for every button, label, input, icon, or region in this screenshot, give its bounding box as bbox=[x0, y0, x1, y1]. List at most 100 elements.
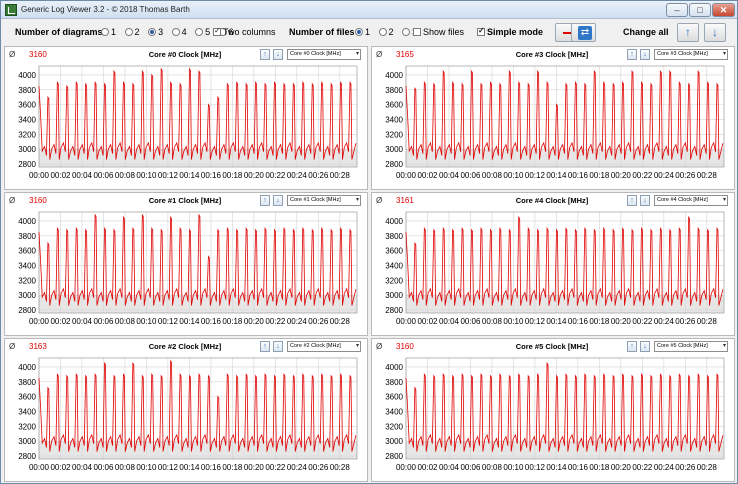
x-tick-label: 00:20 bbox=[611, 463, 632, 472]
close-button[interactable]: ✕ bbox=[712, 3, 735, 17]
y-tick-label: 3600 bbox=[18, 101, 36, 110]
series-line bbox=[38, 213, 357, 306]
move-up-all-button[interactable]: ↑ bbox=[677, 23, 699, 42]
two-columns-checkbox[interactable]: Two columns bbox=[213, 26, 276, 37]
x-tick-label: 00:16 bbox=[201, 463, 222, 472]
y-tick-label: 3000 bbox=[385, 437, 403, 446]
x-tick-label: 00:22 bbox=[632, 317, 653, 326]
move-up-button[interactable]: ↑ bbox=[627, 341, 637, 352]
x-tick-label: 00:24 bbox=[287, 317, 308, 326]
refresh-button[interactable]: ⇄ bbox=[571, 23, 596, 42]
chart-title: Core #3 Clock [MHz] bbox=[515, 50, 589, 59]
diagram-option-2[interactable]: 2 bbox=[124, 27, 140, 37]
diagram-option-1[interactable]: 1 bbox=[101, 27, 116, 37]
file-option-1[interactable]: 1 bbox=[355, 27, 370, 37]
title-bar[interactable]: Generic Log Viewer 3.2 - © 2018 Thomas B… bbox=[1, 1, 737, 19]
x-tick-label: 00:12 bbox=[525, 171, 546, 180]
x-tick-label: 00:02 bbox=[50, 317, 71, 326]
series-select[interactable]: Core #3 Clock [MHz] ▾ bbox=[654, 49, 728, 60]
x-tick-label: 00:00 bbox=[29, 317, 50, 326]
series-line bbox=[405, 215, 724, 306]
average-symbol: Ø bbox=[376, 342, 383, 351]
series-select[interactable]: Core #5 Clock [MHz] ▾ bbox=[654, 341, 728, 352]
move-down-button[interactable]: ↓ bbox=[273, 49, 283, 60]
x-tick-label: 00:08 bbox=[115, 463, 136, 472]
minimize-button[interactable]: – bbox=[666, 3, 688, 17]
move-up-button[interactable]: ↑ bbox=[260, 49, 270, 60]
x-tick-label: 00:14 bbox=[546, 317, 567, 326]
average-value: 3163 bbox=[29, 342, 47, 351]
y-tick-label: 2800 bbox=[18, 160, 36, 169]
y-tick-label: 3400 bbox=[385, 261, 403, 270]
x-tick-label: 00:16 bbox=[201, 171, 222, 180]
x-tick-label: 00:00 bbox=[29, 463, 50, 472]
move-up-button[interactable]: ↑ bbox=[260, 195, 270, 206]
y-tick-label: 3800 bbox=[385, 86, 403, 95]
move-down-button[interactable]: ↓ bbox=[273, 195, 283, 206]
x-tick-label: 00:16 bbox=[568, 171, 589, 180]
move-down-button[interactable]: ↓ bbox=[640, 195, 650, 206]
series-line bbox=[38, 359, 357, 452]
x-tick-label: 00:22 bbox=[632, 463, 653, 472]
series-select[interactable]: Core #0 Clock [MHz] ▾ bbox=[287, 49, 361, 60]
move-up-button[interactable]: ↑ bbox=[627, 195, 637, 206]
y-tick-label: 2800 bbox=[385, 160, 403, 169]
series-select[interactable]: Core #1 Clock [MHz] ▾ bbox=[287, 195, 361, 206]
move-up-button[interactable]: ↑ bbox=[627, 49, 637, 60]
x-tick-label: 00:24 bbox=[287, 171, 308, 180]
y-tick-label: 3200 bbox=[385, 422, 403, 431]
y-tick-label: 4000 bbox=[385, 71, 403, 80]
y-tick-label: 3600 bbox=[385, 247, 403, 256]
plot-frame bbox=[38, 211, 358, 314]
series-select[interactable]: Core #4 Clock [MHz] ▾ bbox=[654, 195, 728, 206]
average-value: 3160 bbox=[396, 342, 414, 351]
arrow-up-icon: ↑ bbox=[685, 25, 691, 39]
y-tick-label: 3000 bbox=[385, 291, 403, 300]
chart-panel-core2: Ø 3163 Core #2 Clock [MHz] ↑ ↓ Core #2 C… bbox=[4, 338, 368, 482]
move-down-button[interactable]: ↓ bbox=[640, 49, 650, 60]
move-up-button[interactable]: ↑ bbox=[260, 341, 270, 352]
y-tick-label: 3400 bbox=[18, 407, 36, 416]
y-tick-label: 3000 bbox=[385, 145, 403, 154]
x-tick-label: 00:24 bbox=[654, 463, 675, 472]
diagram-option-5[interactable]: 5 bbox=[195, 27, 210, 37]
chart-panel-core4: Ø 3161 Core #4 Clock [MHz] ↑ ↓ Core #4 C… bbox=[371, 192, 735, 336]
arrow-down-icon: ↓ bbox=[712, 25, 718, 39]
diagram-option-4[interactable]: 4 bbox=[171, 27, 187, 37]
x-tick-label: 00:14 bbox=[546, 463, 567, 472]
maximize-button[interactable]: □ bbox=[689, 3, 711, 17]
x-tick-label: 00:02 bbox=[417, 317, 438, 326]
x-tick-label: 00:06 bbox=[93, 317, 114, 326]
x-tick-label: 00:10 bbox=[503, 317, 524, 326]
show-files-checkbox[interactable]: Show files bbox=[413, 27, 464, 37]
x-tick-label: 00:20 bbox=[611, 171, 632, 180]
x-tick-label: 00:18 bbox=[222, 171, 243, 180]
simple-mode-checkbox[interactable]: Simple mode bbox=[477, 26, 543, 37]
diagram-option-3[interactable]: 3 bbox=[148, 27, 163, 37]
y-tick-label: 2800 bbox=[385, 452, 403, 461]
move-down-button[interactable]: ↓ bbox=[640, 341, 650, 352]
move-down-all-button[interactable]: ↓ bbox=[704, 23, 726, 42]
x-tick-label: 00:28 bbox=[697, 171, 718, 180]
plot-frame bbox=[405, 65, 725, 168]
y-tick-label: 3400 bbox=[18, 115, 36, 124]
x-tick-label: 00:26 bbox=[308, 171, 329, 180]
x-tick-label: 00:08 bbox=[482, 463, 503, 472]
x-tick-label: 00:02 bbox=[417, 171, 438, 180]
move-down-button[interactable]: ↓ bbox=[273, 341, 283, 352]
x-tick-label: 00:26 bbox=[675, 171, 696, 180]
x-tick-label: 00:04 bbox=[439, 171, 460, 180]
x-tick-label: 00:16 bbox=[201, 317, 222, 326]
series-select[interactable]: Core #2 Clock [MHz] ▾ bbox=[287, 341, 361, 352]
toolbar: Number of diagrams 1 2 3 4 5 6 Two colum… bbox=[3, 20, 735, 46]
file-option-2[interactable]: 2 bbox=[378, 27, 394, 37]
x-tick-label: 00:06 bbox=[460, 317, 481, 326]
x-tick-label: 00:08 bbox=[115, 171, 136, 180]
y-tick-label: 3800 bbox=[18, 232, 36, 241]
x-tick-label: 00:26 bbox=[308, 463, 329, 472]
chart-title: Core #0 Clock [MHz] bbox=[148, 50, 222, 59]
x-tick-label: 00:08 bbox=[115, 317, 136, 326]
